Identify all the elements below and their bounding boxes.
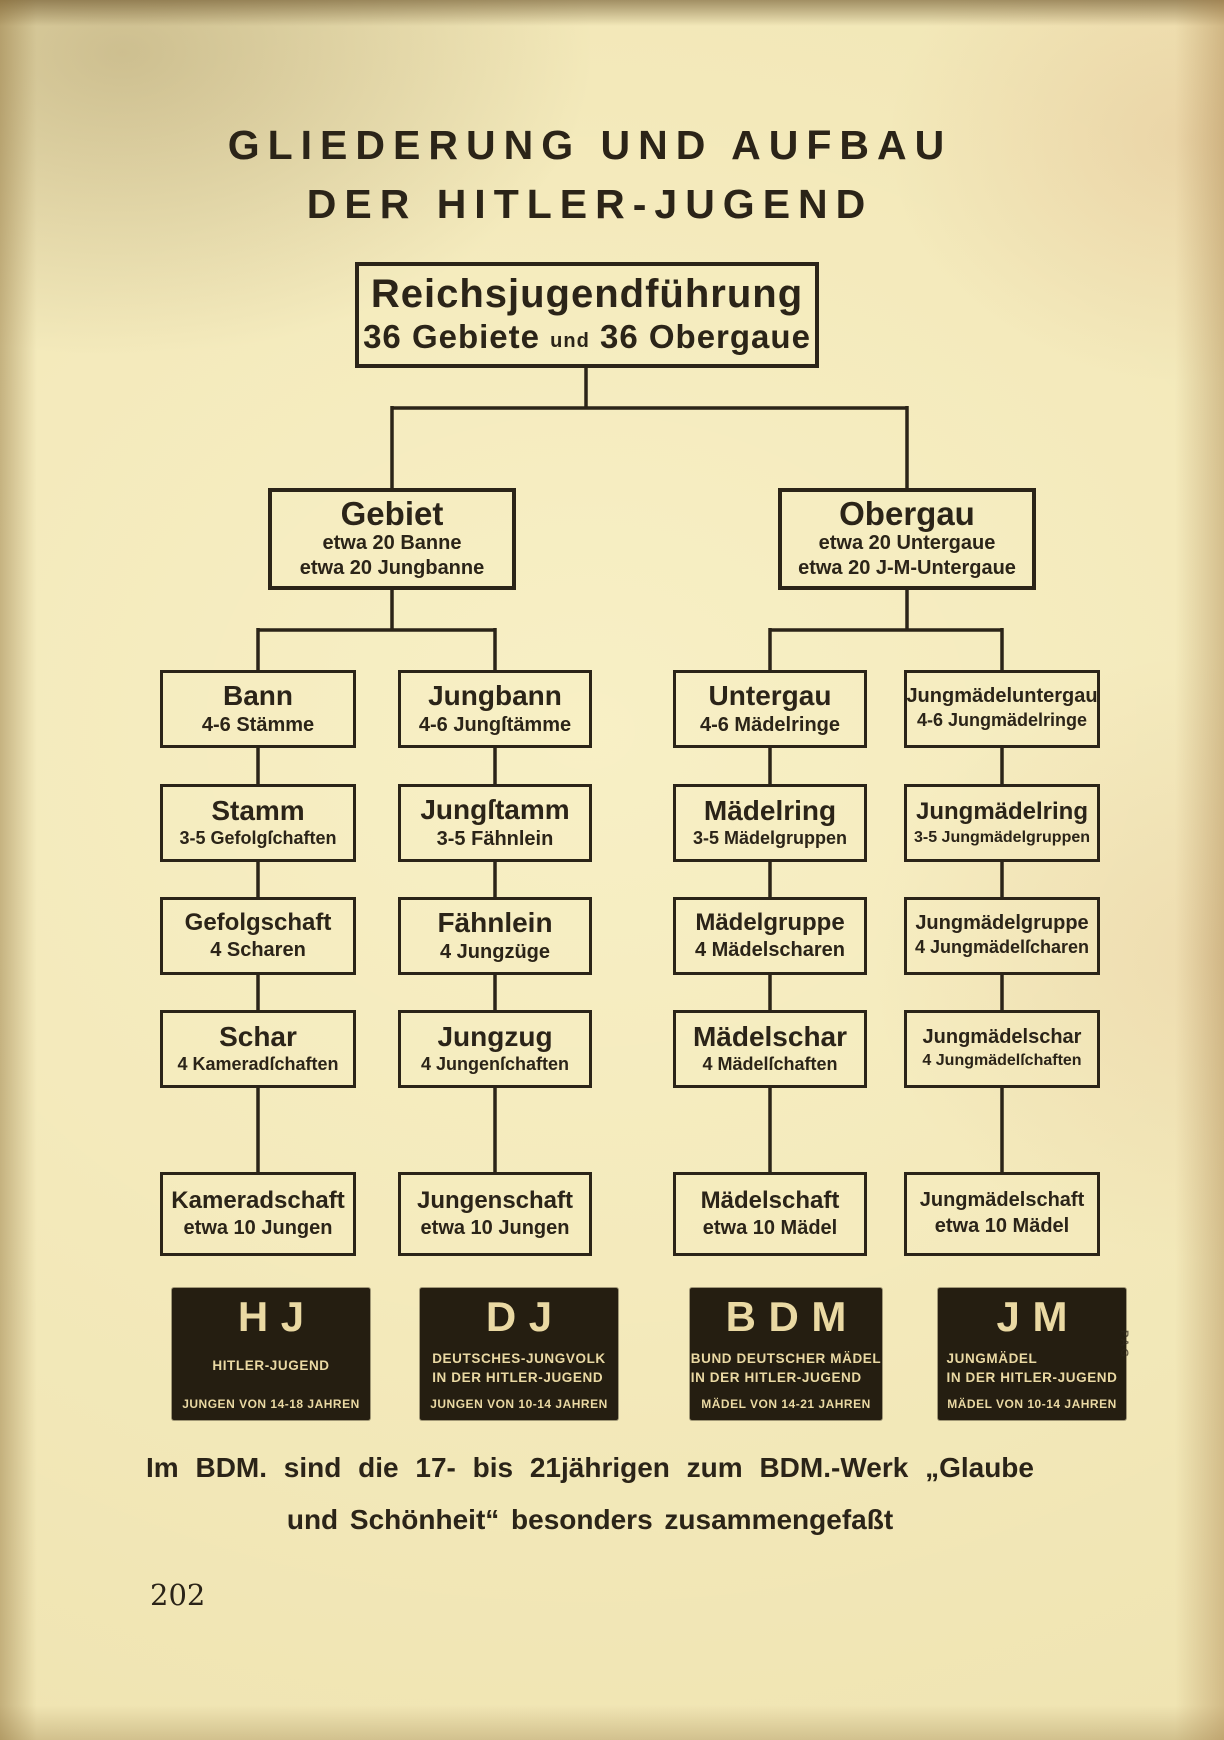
page-number: 202: [150, 1578, 206, 1612]
org-box-jungmaedelschaft: Jungmädelschaft etwa 10 Mädel: [904, 1172, 1100, 1256]
footnote-line2: und Schönheit“ besonders zusammengefaßt: [286, 1504, 894, 1535]
page-title: GLIEDERUNG UND AUFBAU DER HITLER-JUGEND: [0, 116, 1180, 235]
org-box-maedelring: Mädelring 3-5 Mädelgruppen: [673, 784, 867, 862]
org-box-jungmaedelschar: Jungmädelschar 4 Jungmädelſchaften: [904, 1010, 1100, 1088]
org-box-line2: etwa 20 J-M-Untergaue: [798, 557, 1016, 580]
org-box-faehnlein: Fähnlein 4 Jungzüge: [398, 897, 592, 975]
org-box-title: Reichsjugendführung: [370, 272, 804, 316]
page-title-line1: GLIEDERUNG UND AUFBAU: [227, 122, 953, 168]
org-box-jungmaedeluntergau: Jungmädeluntergau 4-6 Jungmädelringe: [904, 670, 1100, 748]
org-box-jungmaedelring: Jungmädelring 3-5 Jungmädelgruppen: [904, 784, 1100, 862]
printer-mark: PAG: [1118, 1330, 1130, 1360]
org-box-bann: Bann 4-6 Stämme: [160, 670, 356, 748]
org-box-gefolgschaft: Gefolgschaft 4 Scharen: [160, 897, 356, 975]
org-box-jungzug: Jungzug 4 Jungenſchaften: [398, 1010, 592, 1088]
org-box-jungbann: Jungbann 4-6 Jungſtämme: [398, 670, 592, 748]
footnote-line1: Im BDM. sind die 17- bis 21jährigen zum …: [146, 1452, 1034, 1483]
badge-jm: JM JUNGMÄDEL IN DER HITLER-JUGEND MÄDEL …: [938, 1288, 1126, 1420]
org-box-line2: etwa 20 Jungbanne: [299, 557, 485, 580]
org-box-maedelschar: Mädelschar 4 Mädelſchaften: [673, 1010, 867, 1088]
org-box-jungstamm: Jungſtamm 3-5 Fähnlein: [398, 784, 592, 862]
org-box-subtitle: 36 Gebiete und 36 Obergaue: [363, 318, 811, 355]
badge-bdm: BDM BUND DEUTSCHER MÄDEL IN DER HITLER-J…: [690, 1288, 882, 1420]
org-box-line1: etwa 20 Banne: [322, 532, 462, 555]
org-box-maedelgruppe: Mädelgruppe 4 Mädelscharen: [673, 897, 867, 975]
org-box-title: Obergau: [839, 494, 975, 532]
org-box-schar: Schar 4 Kameradſchaften: [160, 1010, 356, 1088]
page-title-line2: DER HITLER-JUGEND: [306, 181, 874, 228]
org-box-gebiet: Gebiet etwa 20 Banne etwa 20 Jungbanne: [268, 488, 516, 590]
badge-hj: HJ HITLER-JUGEND JUNGEN VON 14-18 JAHREN: [172, 1288, 370, 1420]
org-box-jungmaedelgruppe: Jungmädelgruppe 4 Jungmädelſcharen: [904, 897, 1100, 975]
org-box-maedelschaft: Mädelschaft etwa 10 Mädel: [673, 1172, 867, 1256]
org-box-obergau: Obergau etwa 20 Untergaue etwa 20 J-M-Un…: [778, 488, 1036, 590]
org-box-untergau: Untergau 4-6 Mädelringe: [673, 670, 867, 748]
org-box-title: Gebiet: [340, 494, 444, 532]
org-box-line1: etwa 20 Untergaue: [818, 532, 996, 555]
org-box-reichsjugendfuehrung: Reichsjugendführung 36 Gebiete und 36 Ob…: [355, 262, 819, 368]
org-box-jungenschaft: Jungenschaft etwa 10 Jungen: [398, 1172, 592, 1256]
org-box-stamm: Stamm 3-5 Gefolgſchaften: [160, 784, 356, 862]
badge-dj: DJ DEUTSCHES-JUNGVOLK IN DER HITLER-JUGE…: [420, 1288, 618, 1420]
org-box-kameradschaft: Kameradschaft etwa 10 Jungen: [160, 1172, 356, 1256]
